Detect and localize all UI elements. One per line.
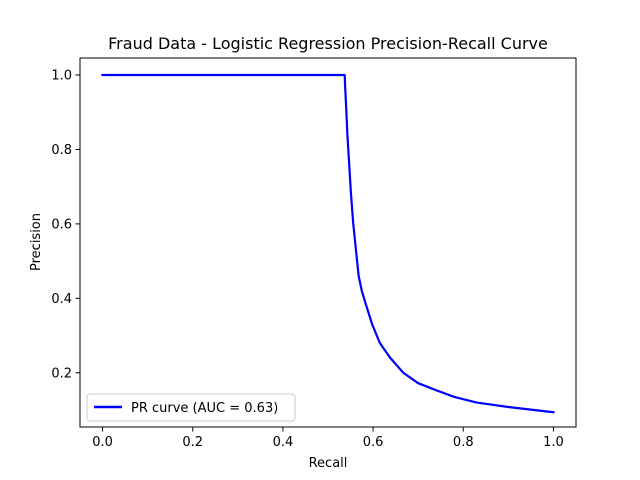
- x-axis: 0.0 0.2 0.4 0.6 0.8 1.0: [92, 427, 564, 450]
- y-tick-label: 0.6: [51, 217, 72, 232]
- series-layer: [101, 73, 555, 414]
- pr-curve-line: [101, 73, 555, 414]
- x-tick-label: 1.0: [543, 435, 564, 450]
- y-axis-label: Precision: [29, 213, 44, 271]
- y-tick-label: 1.0: [51, 69, 72, 84]
- chart-title: Fraud Data - Logistic Regression Precisi…: [108, 34, 548, 53]
- y-tick-label: 0.8: [51, 143, 72, 158]
- x-tick-label: 0.6: [363, 435, 384, 450]
- y-tick-label: 0.4: [51, 292, 72, 307]
- x-tick-label: 0.0: [92, 435, 113, 450]
- x-axis-label: Recall: [309, 456, 348, 471]
- legend: PR curve (AUC = 0.63): [86, 393, 296, 422]
- x-tick-label: 0.2: [182, 435, 203, 450]
- legend-label: PR curve (AUC = 0.63): [131, 401, 278, 416]
- legend-box: [86, 393, 296, 422]
- y-axis: 0.2 0.4 0.6 0.8 1.0: [51, 69, 80, 381]
- x-tick-label: 0.8: [453, 435, 474, 450]
- axes-frame: [79, 57, 577, 428]
- plot-area: [79, 57, 577, 428]
- x-tick-label: 0.4: [273, 435, 294, 450]
- y-tick-label: 0.2: [51, 366, 72, 381]
